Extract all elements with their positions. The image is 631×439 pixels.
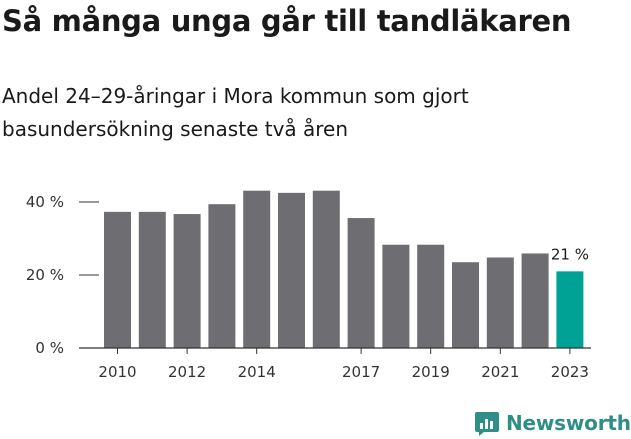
bar-2016: [312, 190, 340, 348]
x-tick-label: 2014: [238, 363, 276, 381]
bar-2023: [556, 271, 584, 348]
x-tick-label: 2017: [342, 363, 380, 381]
bar-2020: [452, 262, 479, 348]
x-tick-label: 2019: [412, 363, 450, 381]
newsworthy-logo[interactable]: Newsworthy: [474, 408, 631, 438]
x-tick-label: 2023: [551, 363, 589, 381]
brand-name: Newsworthy: [506, 411, 631, 435]
bar-2017: [347, 218, 375, 348]
bar-2010: [104, 211, 131, 348]
bar-2018: [382, 244, 410, 348]
data-labels: 21 %: [551, 245, 589, 263]
y-tick-label: 20 %: [26, 266, 64, 284]
bar-2019: [417, 244, 445, 348]
y-tick-label: 0 %: [35, 339, 64, 357]
x-tick-label: 2012: [168, 363, 206, 381]
y-tick-label: 40 %: [26, 193, 64, 211]
bar-chart: 0 % 20 % 40 % 2010 2012 2014 2017 2019 2021 2023…: [26, 190, 591, 381]
x-axis-ticks: 2010 2012 2014 2017 2019 2021 2023: [98, 348, 589, 381]
newsworthy-logo-icon: [475, 412, 499, 436]
bar-2013: [208, 204, 236, 348]
bar-2022: [521, 253, 549, 348]
x-tick-label: 2021: [481, 363, 519, 381]
data-label: 21 %: [551, 245, 589, 263]
bar-2021: [486, 257, 514, 348]
x-tick-label: 2010: [98, 363, 136, 381]
bar-2014: [243, 190, 271, 348]
bar-2015: [278, 192, 305, 348]
y-axis-ticks: 0 % 20 % 40 %: [26, 193, 99, 357]
bar-2012: [173, 214, 201, 348]
chart-title: Så många unga går till tandläkaren: [2, 4, 572, 38]
bars: [104, 190, 584, 348]
chart-subtitle: Andel 24–29-åringar i Mora kommun som gj…: [2, 84, 469, 141]
bar-2011: [138, 211, 166, 348]
